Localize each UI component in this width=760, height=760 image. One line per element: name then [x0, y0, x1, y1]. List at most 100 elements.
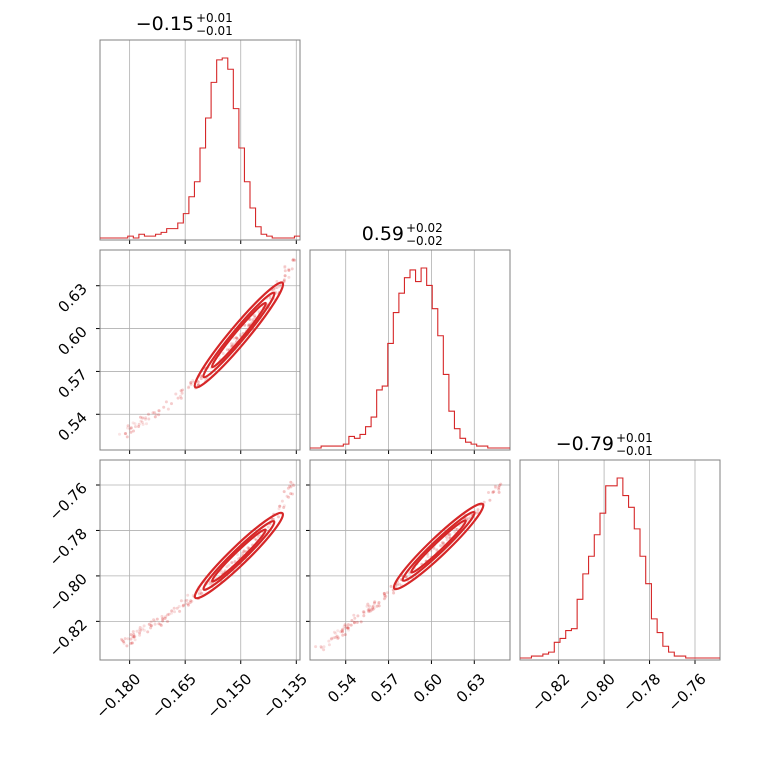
scatter-point — [285, 494, 289, 498]
scatter-point — [253, 537, 257, 541]
scatter-point — [251, 318, 255, 322]
scatter-point — [384, 594, 388, 598]
hist-panel-1-frame — [309, 249, 511, 451]
scatter-point — [341, 633, 345, 637]
scatter-point — [270, 517, 274, 521]
scatter-point — [186, 602, 190, 606]
scatter-point — [129, 642, 133, 646]
scatter-point — [341, 630, 344, 634]
scatter-point — [183, 602, 187, 606]
scatter-point — [159, 623, 163, 627]
panel-title-0: −0.15 +0.01−0.01 — [136, 11, 233, 38]
scatter-point — [189, 381, 193, 385]
scatter-point — [287, 268, 291, 272]
scatter-point — [336, 629, 340, 633]
scatter-point — [371, 607, 375, 611]
scatter-point — [476, 508, 480, 512]
scatter-point — [346, 623, 350, 627]
scatter-point — [448, 533, 452, 536]
scatter-point — [157, 409, 161, 413]
title-value-1: 0.59 — [362, 223, 404, 245]
pair-panel-0-1-marks — [118, 257, 297, 439]
scatter-point — [385, 591, 389, 595]
scatter-point — [137, 628, 141, 632]
scatter-point — [362, 610, 366, 614]
scatter-point — [196, 383, 200, 387]
scatter-point — [170, 611, 173, 615]
scatter-point — [272, 517, 276, 521]
title-lower-0: −0.01 — [196, 24, 233, 38]
scatter-point — [497, 485, 501, 489]
scatter-point — [164, 615, 168, 619]
x-tick-label-0-2: −0.150 — [204, 670, 256, 722]
pair-panel-0-1-frame — [99, 249, 301, 451]
scatter-point — [230, 344, 234, 348]
scatter-point — [468, 516, 472, 520]
scatter-point — [138, 631, 142, 635]
scatter-point — [120, 637, 123, 641]
x-tick-label-0-1: −0.165 — [148, 670, 200, 722]
scatter-point — [179, 389, 183, 393]
scatter-point — [346, 626, 350, 630]
scatter-point — [293, 258, 297, 262]
scatter-point — [289, 485, 293, 489]
scatter-point — [367, 607, 371, 611]
contour-ring-0 — [193, 511, 285, 600]
scatter-point — [170, 609, 174, 613]
scatter-point — [161, 617, 165, 621]
scatter-point — [278, 284, 282, 288]
scatter-point — [277, 515, 280, 519]
scatter-point — [289, 484, 293, 488]
scatter-point — [492, 490, 496, 494]
contour-ring-0 — [193, 281, 285, 389]
y-tick-label-2-0: −0.82 — [46, 615, 91, 660]
scatter-point — [366, 602, 370, 606]
scatter-point — [356, 614, 360, 618]
scatter-point — [235, 337, 239, 341]
scatter-point — [341, 627, 345, 631]
scatter-point — [191, 379, 195, 382]
scatter-point — [225, 565, 229, 569]
scatter-point — [362, 611, 366, 615]
hist-panel-2-frame — [519, 459, 721, 661]
scatter-point — [395, 583, 399, 587]
scatter-point — [367, 604, 371, 608]
scatter-point — [132, 429, 135, 433]
scatter-point — [372, 601, 376, 605]
scatter-point — [350, 619, 354, 622]
scatter-point — [392, 591, 396, 595]
scatter-point — [163, 616, 167, 620]
scatter-point — [482, 500, 486, 504]
scatter-point — [139, 628, 143, 632]
scatter-point — [256, 535, 260, 539]
scatter-point — [282, 490, 286, 494]
scatter-point — [197, 380, 200, 384]
scatter-point — [232, 336, 236, 340]
scatter-point — [439, 544, 443, 548]
scatter-point — [234, 336, 238, 340]
scatter-point — [278, 504, 282, 508]
scatter-point — [369, 607, 373, 611]
scatter-point — [188, 601, 192, 605]
scatter-point — [448, 535, 452, 539]
scatter-point — [132, 633, 136, 636]
pair-panel-0-1-axes — [96, 249, 301, 454]
scatter-point — [453, 530, 457, 534]
scatter-point — [153, 415, 157, 419]
scatter-point — [129, 426, 133, 430]
scatter-point — [340, 629, 344, 633]
x-tick-label-1-2: 0.60 — [410, 670, 446, 706]
scatter-point — [383, 594, 387, 597]
scatter-point — [499, 482, 503, 486]
scatter-point — [147, 622, 151, 626]
scatter-point — [332, 630, 336, 634]
scatter-point — [334, 635, 338, 639]
scatter-point — [133, 634, 137, 638]
histogram-line-0 — [100, 57, 300, 239]
scatter-point — [225, 348, 229, 352]
scatter-point — [153, 619, 157, 623]
scatter-point — [498, 483, 502, 487]
scatter-point — [314, 645, 318, 649]
scatter-point — [466, 517, 470, 521]
